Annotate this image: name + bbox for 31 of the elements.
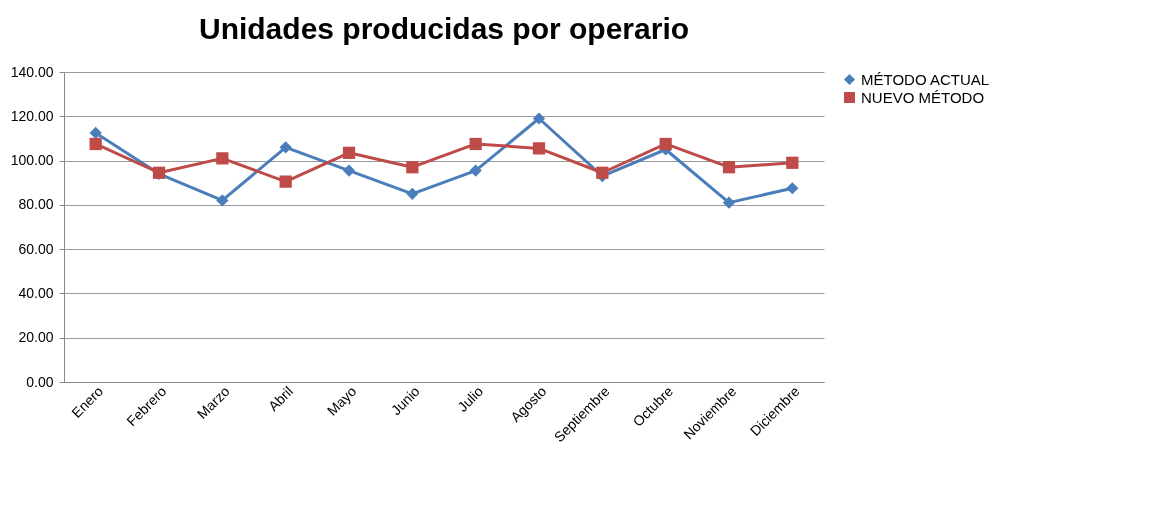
point: [342, 164, 356, 177]
point: [279, 175, 292, 188]
point: [786, 156, 799, 169]
chart-title: Unidades producidas por operario: [198, 12, 690, 45]
point: [532, 112, 546, 125]
point: [722, 196, 736, 209]
point: [596, 166, 609, 179]
y-tick-label: 120.00: [10, 107, 54, 124]
point: [659, 137, 672, 151]
point: [89, 126, 102, 140]
point: [722, 161, 736, 174]
y-tick-label: 40.00: [18, 284, 54, 301]
point: [532, 142, 546, 155]
point: [89, 137, 102, 151]
legend-label: MÉTODO ACTUAL: [861, 70, 990, 88]
point: [406, 161, 419, 174]
y-tick-label: 0.00: [26, 373, 54, 390]
y-tick-label: 80.00: [18, 196, 54, 213]
point: [469, 137, 482, 151]
point: [279, 141, 292, 154]
point: [406, 187, 419, 200]
point: [342, 146, 356, 159]
y-tick-label: 20.00: [18, 329, 54, 346]
point: [216, 194, 229, 207]
y-tick-label: 60.00: [18, 240, 54, 257]
y-tick-label: 140.00: [10, 63, 54, 80]
legend-label: NUEVO MÉTODO: [861, 88, 985, 106]
point: [216, 152, 229, 165]
point: [469, 164, 482, 177]
y-tick-label: 100.00: [10, 152, 54, 169]
point: [786, 182, 799, 195]
